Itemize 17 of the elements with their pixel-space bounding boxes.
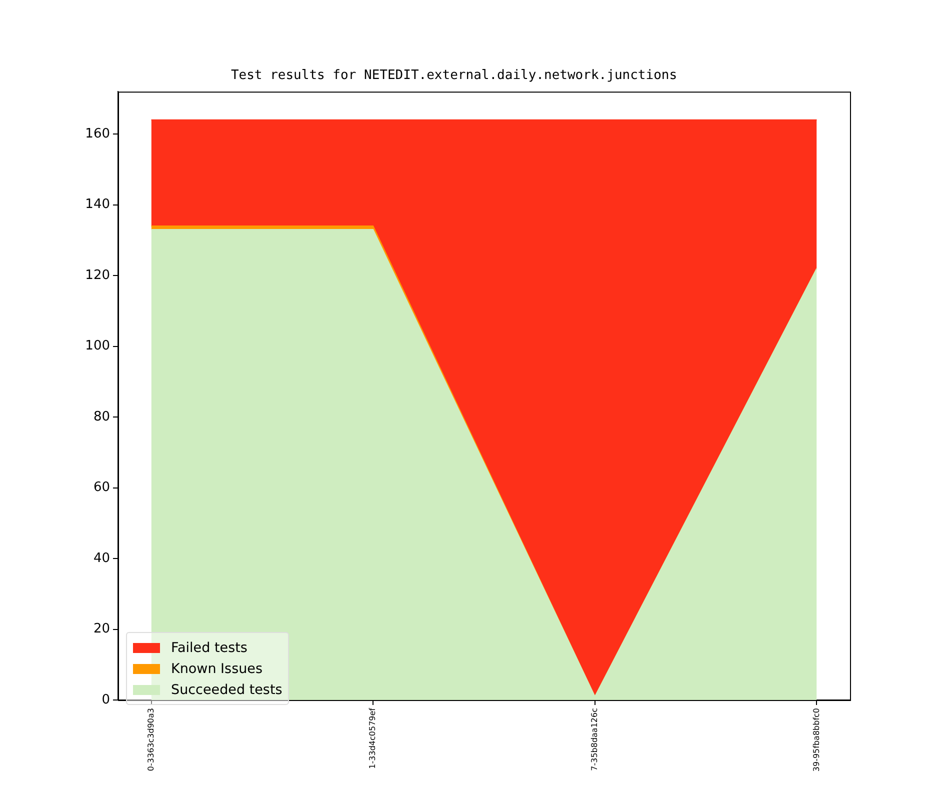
y-tick-label: 140 [85,197,110,212]
y-tick-label: 20 [93,622,110,637]
x-tick-label: 1-33d4c0579ef [368,708,378,769]
x-tick-label: 0-3363c3d90a3 [146,708,156,772]
y-tick-label: 40 [93,550,110,566]
y-tick-label: 100 [85,338,110,354]
x-tick-label: 39-95fba8bbfc0 [812,708,821,772]
chart-title: Test results for NETEDIT.external.daily.network.junctions [230,68,678,84]
y-tick-label: 120 [85,268,110,283]
y-tick-label: 80 [93,409,110,424]
x-tick-label: 7-35b8daa126c [590,708,599,771]
y-tick-label: 60 [93,480,110,496]
legend-label: Known Issues [171,660,263,676]
y-tick-label: 160 [85,126,110,142]
legend-label: Failed tests [171,640,248,656]
legend-label: Succeeded tests [171,682,282,698]
y-tick-label: 0 [102,692,110,708]
